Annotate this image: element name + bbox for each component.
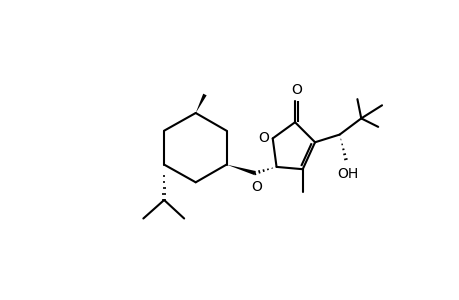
Text: O: O (291, 83, 302, 97)
Polygon shape (195, 94, 206, 113)
Text: O: O (257, 130, 268, 145)
Text: OH: OH (336, 167, 357, 181)
Polygon shape (226, 165, 255, 175)
Text: O: O (251, 180, 262, 194)
